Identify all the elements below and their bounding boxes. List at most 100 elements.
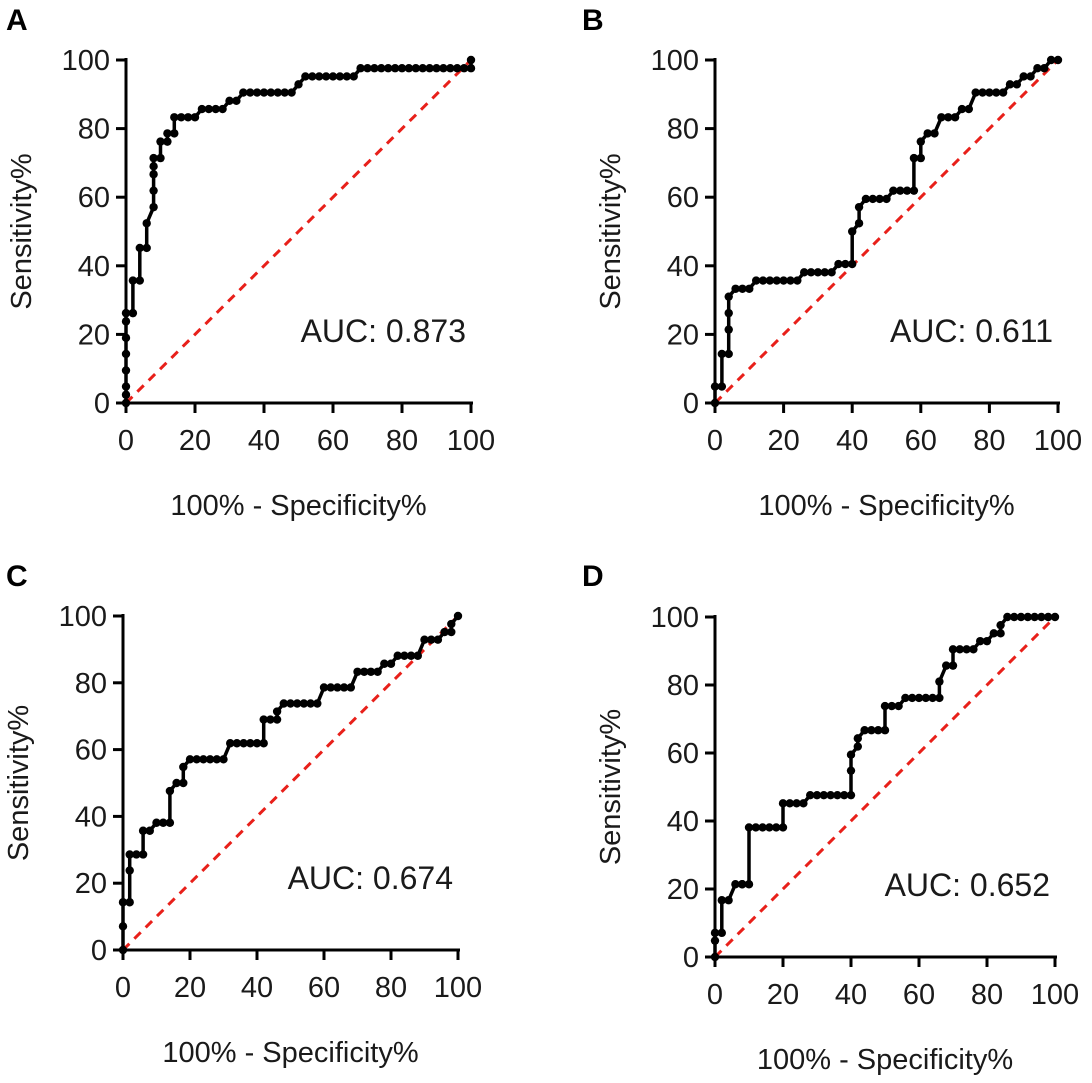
roc-point bbox=[121, 398, 131, 408]
roc-panel-a: A 0 20 40 60 80 100 0 20 40 60 80 100 100% - Specific… bbox=[6, 4, 495, 522]
roc-point bbox=[183, 113, 193, 122]
roc-point bbox=[163, 137, 172, 146]
y-tick-label: 100 bbox=[59, 601, 107, 633]
roc-point bbox=[118, 898, 128, 907]
roc-point bbox=[204, 104, 213, 114]
roc-point bbox=[1012, 80, 1022, 89]
x-tick-label: 0 bbox=[707, 425, 723, 457]
roc-point bbox=[935, 677, 944, 686]
roc-point bbox=[812, 790, 822, 800]
roc-point bbox=[190, 113, 200, 122]
x-tick-label: 80 bbox=[386, 425, 418, 457]
roc-point bbox=[1003, 612, 1012, 622]
y-tick-label: 100 bbox=[651, 45, 699, 77]
roc-point bbox=[225, 96, 234, 106]
reference-line bbox=[713, 58, 1060, 405]
roc-point bbox=[404, 64, 414, 73]
roc-point bbox=[901, 693, 910, 703]
roc-point bbox=[406, 651, 416, 660]
roc-point bbox=[326, 683, 335, 692]
roc-point bbox=[868, 194, 877, 204]
x-tick-label: 40 bbox=[248, 425, 280, 457]
roc-point bbox=[848, 259, 857, 269]
roc-point bbox=[860, 726, 869, 735]
roc-point bbox=[149, 162, 158, 171]
roc-point bbox=[466, 55, 476, 65]
roc-point bbox=[1030, 612, 1039, 622]
roc-point bbox=[846, 790, 856, 800]
roc-point bbox=[121, 349, 131, 359]
roc-point bbox=[867, 726, 876, 735]
roc-point bbox=[909, 186, 919, 195]
y-axis-title: Sensitivity% bbox=[6, 153, 38, 309]
roc-point bbox=[339, 683, 349, 692]
roc-point bbox=[710, 928, 720, 938]
roc-point bbox=[861, 194, 871, 204]
y-tick-label: 60 bbox=[667, 738, 699, 770]
roc-point bbox=[135, 276, 144, 285]
roc-point bbox=[785, 799, 794, 808]
x-tick-label: 0 bbox=[115, 972, 131, 1004]
roc-point bbox=[121, 390, 131, 399]
x-tick-label: 100 bbox=[447, 425, 495, 457]
roc-point bbox=[724, 308, 733, 318]
roc-point bbox=[118, 922, 128, 931]
roc-point bbox=[219, 755, 228, 764]
roc-point bbox=[170, 129, 179, 138]
roc-point bbox=[969, 645, 978, 654]
roc-point bbox=[432, 64, 441, 73]
roc-point bbox=[962, 645, 971, 654]
roc-point bbox=[827, 268, 836, 277]
roc-point bbox=[170, 113, 179, 122]
roc-point bbox=[266, 88, 276, 97]
roc-point bbox=[427, 635, 436, 644]
roc-point bbox=[447, 619, 456, 629]
roc-point bbox=[982, 636, 992, 646]
roc-point bbox=[717, 896, 726, 905]
x-tick-label: 80 bbox=[375, 972, 407, 1004]
roc-point bbox=[349, 72, 358, 81]
roc-point bbox=[121, 366, 131, 375]
roc-point bbox=[192, 755, 201, 764]
roc-point bbox=[1019, 72, 1028, 81]
roc-point bbox=[125, 850, 134, 859]
roc-point bbox=[880, 726, 890, 735]
reference-line bbox=[713, 615, 1057, 959]
y-tick-label: 60 bbox=[78, 182, 110, 214]
x-tick-label: 100 bbox=[434, 972, 482, 1004]
y-tick-label: 80 bbox=[667, 114, 699, 146]
roc-point bbox=[765, 823, 774, 832]
roc-point bbox=[152, 818, 161, 827]
roc-point bbox=[921, 693, 930, 703]
roc-point bbox=[758, 276, 768, 285]
roc-point bbox=[163, 129, 172, 138]
roc-point bbox=[149, 170, 158, 179]
roc-point bbox=[710, 936, 720, 945]
roc-point bbox=[138, 826, 148, 835]
roc-point bbox=[744, 823, 754, 832]
roc-point bbox=[772, 276, 781, 285]
x-tick-label: 80 bbox=[971, 979, 1003, 1011]
roc-point bbox=[212, 755, 221, 764]
roc-point bbox=[413, 651, 422, 660]
roc-point bbox=[745, 284, 754, 293]
roc-point bbox=[239, 88, 248, 97]
roc-point bbox=[955, 645, 964, 654]
y-tick-label: 0 bbox=[91, 935, 107, 967]
roc-point bbox=[149, 202, 158, 212]
y-tick-label: 40 bbox=[75, 801, 107, 833]
x-tick-label: 20 bbox=[767, 425, 799, 457]
reference-line bbox=[124, 58, 473, 405]
x-axis-title: 100% - Specificity% bbox=[758, 490, 1014, 522]
roc-point bbox=[356, 64, 365, 73]
roc-point bbox=[259, 715, 268, 724]
roc-point bbox=[132, 850, 141, 859]
roc-point bbox=[731, 880, 740, 889]
roc-point bbox=[118, 945, 128, 955]
roc-point bbox=[439, 64, 448, 73]
y-tick-label: 20 bbox=[78, 319, 110, 351]
roc-point bbox=[874, 726, 883, 735]
roc-point bbox=[731, 284, 740, 293]
roc-point bbox=[121, 317, 131, 326]
